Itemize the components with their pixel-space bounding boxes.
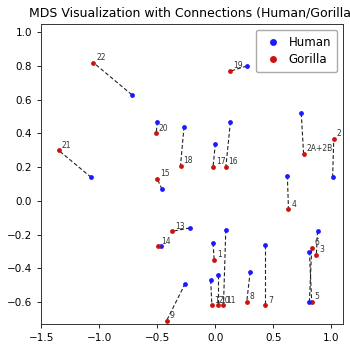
Text: 4: 4 xyxy=(291,199,296,209)
Point xyxy=(158,244,163,249)
Point xyxy=(154,119,160,125)
Point xyxy=(88,175,94,180)
Text: 17: 17 xyxy=(216,158,225,167)
Text: 1: 1 xyxy=(217,250,222,259)
Point xyxy=(187,225,192,231)
Point xyxy=(309,299,315,305)
Point xyxy=(330,175,335,180)
Point xyxy=(244,299,250,305)
Text: 12: 12 xyxy=(215,296,224,305)
Text: 7: 7 xyxy=(268,296,273,305)
Point xyxy=(307,299,312,305)
Text: 2: 2 xyxy=(337,129,341,138)
Text: 6: 6 xyxy=(315,238,319,247)
Point xyxy=(301,151,306,156)
Text: 21: 21 xyxy=(61,141,71,149)
Text: 13: 13 xyxy=(175,222,185,231)
Text: 18: 18 xyxy=(183,156,193,165)
Point xyxy=(285,173,290,178)
Legend: Human, Gorilla: Human, Gorilla xyxy=(256,30,337,72)
Point xyxy=(159,186,165,192)
Text: 20: 20 xyxy=(159,124,169,133)
Title: MDS Visualization with Connections (Human/Gorilla): MDS Visualization with Connections (Huma… xyxy=(29,7,350,20)
Point xyxy=(299,111,304,116)
Point xyxy=(314,252,319,258)
Point xyxy=(208,278,213,283)
Point xyxy=(156,244,161,249)
Point xyxy=(307,249,312,254)
Point xyxy=(228,119,233,125)
Point xyxy=(228,68,233,74)
Point xyxy=(247,269,253,274)
Point xyxy=(215,272,220,278)
Text: 11: 11 xyxy=(226,296,236,305)
Point xyxy=(286,206,291,212)
Point xyxy=(154,176,160,182)
Point xyxy=(153,131,159,136)
Point xyxy=(170,229,175,234)
Point xyxy=(309,245,315,251)
Point xyxy=(223,227,229,232)
Point xyxy=(181,124,187,130)
Point xyxy=(91,60,96,65)
Text: 3: 3 xyxy=(319,245,324,254)
Text: 16: 16 xyxy=(229,158,238,167)
Text: 9: 9 xyxy=(169,311,174,320)
Point xyxy=(211,257,217,263)
Point xyxy=(244,63,250,69)
Text: 2A+2B: 2A+2B xyxy=(306,144,332,153)
Point xyxy=(331,136,337,141)
Point xyxy=(262,303,268,308)
Text: 22: 22 xyxy=(96,53,106,62)
Text: 14: 14 xyxy=(161,237,171,246)
Text: 19: 19 xyxy=(233,61,243,70)
Text: 15: 15 xyxy=(160,169,170,178)
Text: 8: 8 xyxy=(250,292,254,301)
Point xyxy=(209,303,215,308)
Text: 5: 5 xyxy=(315,292,319,301)
Point xyxy=(210,240,216,246)
Point xyxy=(223,164,229,170)
Point xyxy=(212,141,218,146)
Point xyxy=(210,164,216,170)
Point xyxy=(129,92,134,98)
Text: 10: 10 xyxy=(220,296,230,305)
Point xyxy=(182,281,188,286)
Point xyxy=(215,303,220,308)
Point xyxy=(221,303,226,308)
Point xyxy=(56,148,62,153)
Point xyxy=(315,229,320,234)
Point xyxy=(178,163,183,168)
Point xyxy=(164,318,169,323)
Point xyxy=(262,242,268,247)
